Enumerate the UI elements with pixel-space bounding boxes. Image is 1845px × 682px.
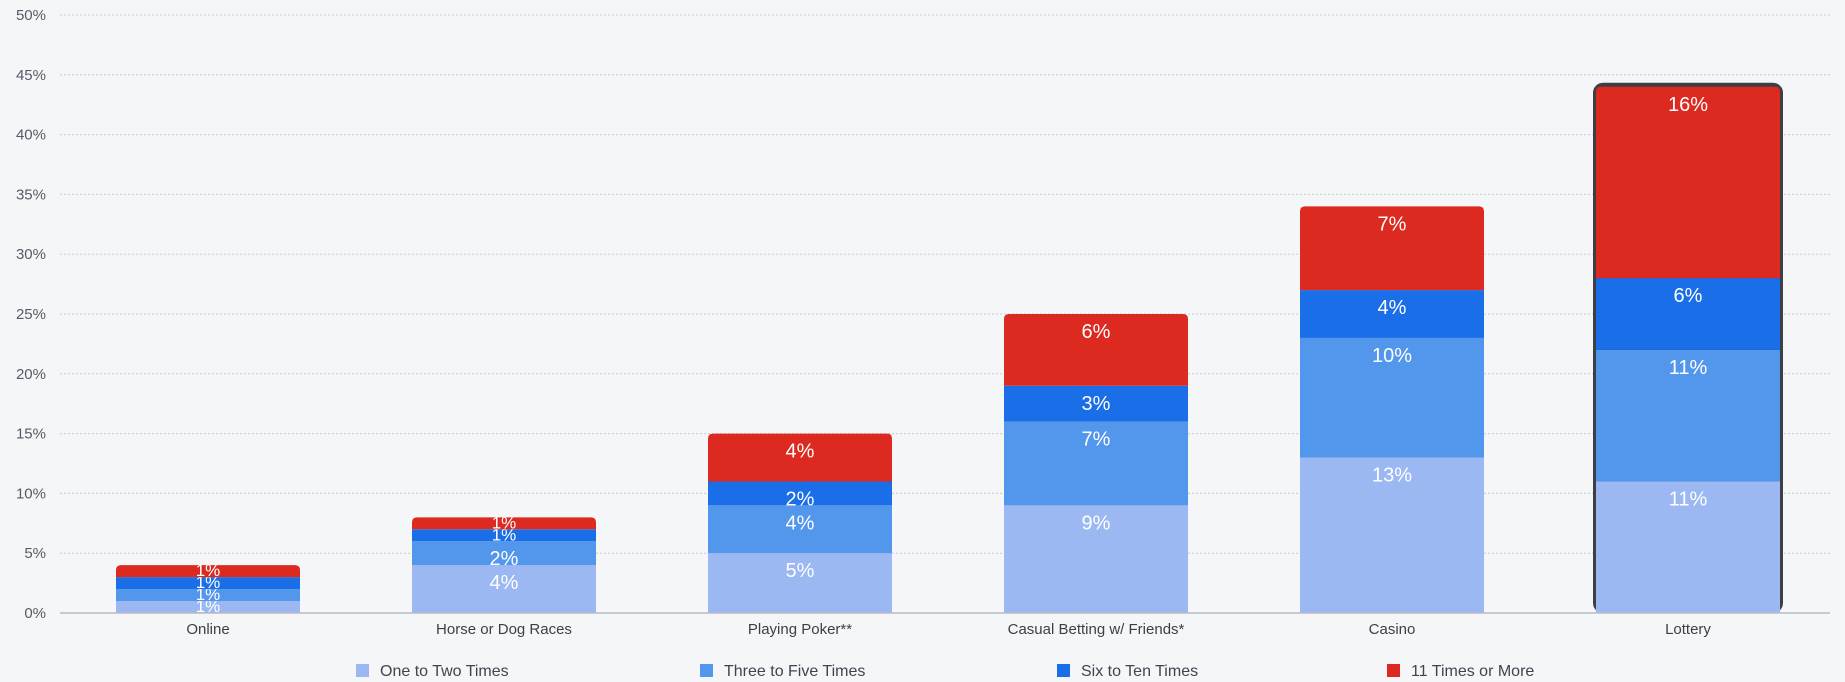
bar-segment [708, 481, 892, 506]
bar-segment [1300, 290, 1484, 338]
bar-segment [1004, 421, 1188, 506]
bar-segment [116, 589, 300, 602]
data-label: 4% [786, 441, 815, 463]
data-label: 9% [1082, 512, 1111, 534]
bar-segment [1300, 337, 1484, 458]
bar-segment [412, 541, 596, 566]
bars: 1%1%1%1%4%2%1%1%5%4%2%4%9%7%3%6%13%10%4%… [116, 82, 1783, 616]
y-tick-label: 25% [16, 306, 46, 323]
data-label: 3% [1082, 393, 1111, 415]
legend-label: Three to Five Times [724, 663, 865, 680]
data-label: 1% [196, 561, 221, 580]
legend-label: Six to Ten Times [1081, 663, 1198, 680]
bar-segment [116, 577, 300, 590]
bar-segment [1300, 457, 1484, 613]
data-label: 1% [492, 513, 517, 532]
data-label: 2% [786, 488, 815, 510]
bar-segment [412, 517, 596, 530]
category-label: Casino [1369, 621, 1416, 638]
bar-segment [1596, 481, 1780, 613]
bar-segment [708, 433, 892, 482]
category-label: Casual Betting w/ Friends* [1008, 621, 1185, 638]
category-label: Lottery [1665, 621, 1711, 638]
data-label: 11% [1669, 488, 1708, 510]
y-axis: 0% 5% 10% 15% 20% 25% 30% 35% 40% 45% 50% [16, 7, 46, 622]
legend-item: Three to Five Times [700, 663, 865, 680]
bar-segment [1004, 314, 1188, 386]
data-label: 13% [1372, 465, 1412, 487]
bar-stack: 4%2% 1%1% [412, 513, 596, 613]
data-label: 16% [1668, 94, 1708, 116]
bar-segment [1300, 206, 1484, 291]
data-label: 1% [196, 585, 221, 604]
data-label: 1% [196, 573, 221, 592]
y-tick-label: 15% [16, 426, 46, 443]
data-label: 11% [1669, 357, 1708, 379]
y-tick-label: 10% [16, 485, 46, 502]
bar-stack: 5%4%2%4% [708, 433, 892, 613]
category-label: Horse or Dog Races [436, 621, 572, 638]
bar-segment [708, 553, 892, 613]
bar-segment [412, 529, 596, 542]
data-label: 4% [1378, 297, 1407, 319]
bar-segment [1004, 385, 1188, 422]
category-label: Online [186, 621, 229, 638]
bar-segment [1596, 349, 1780, 482]
category-label: Playing Poker** [748, 621, 852, 638]
bar-segment [708, 505, 892, 554]
legend-swatch [1387, 664, 1400, 677]
bar-segment [1004, 505, 1188, 613]
data-label: 7% [1378, 213, 1407, 235]
y-tick-label: 0% [24, 605, 46, 622]
y-tick-label: 45% [16, 67, 46, 84]
legend-swatch [700, 664, 713, 677]
data-label: 7% [1082, 429, 1111, 451]
data-label: 2% [490, 548, 519, 570]
bar-segment [1596, 278, 1780, 350]
bar-stack: 1%1%1%1% [116, 561, 300, 616]
data-label: 1% [492, 525, 517, 544]
y-tick-label: 50% [16, 7, 46, 24]
legend-item: 11 Times or More [1387, 663, 1534, 680]
data-label: 6% [1082, 321, 1111, 343]
bar-segment [1596, 86, 1780, 279]
data-label: 6% [1674, 285, 1703, 307]
data-label: 5% [786, 560, 815, 582]
legend-label: 11 Times or More [1411, 663, 1534, 680]
legend-swatch [356, 664, 369, 677]
data-label: 1% [196, 597, 221, 616]
legend-swatch [1057, 664, 1070, 677]
bar-segment [116, 601, 300, 613]
bar-stack: 13% 10% 4% 7% [1300, 206, 1484, 613]
y-tick-label: 30% [16, 246, 46, 263]
legend-item: One to Two Times [356, 663, 509, 680]
gridlines [60, 14, 1830, 554]
y-tick-label: 5% [24, 545, 46, 562]
bar-stack: 9% 7% 3% 6% [1004, 314, 1188, 613]
x-axis: Online Horse or Dog Races Playing Poker** C… [60, 612, 1830, 638]
y-tick-label: 20% [16, 366, 46, 383]
bar-segment [116, 565, 300, 578]
data-label: 4% [490, 572, 519, 594]
legend: One to Two Times Three to Five Times Six t… [356, 663, 1534, 680]
data-label: 4% [786, 512, 815, 534]
bar-segment [412, 565, 596, 613]
legend-item: Six to Ten Times [1057, 663, 1198, 680]
y-tick-label: 35% [16, 186, 46, 203]
data-label: 10% [1372, 345, 1412, 367]
legend-label: One to Two Times [380, 663, 509, 680]
bar-stack: 11% 11% 6% 16% [1593, 82, 1783, 613]
y-tick-label: 40% [16, 127, 46, 144]
